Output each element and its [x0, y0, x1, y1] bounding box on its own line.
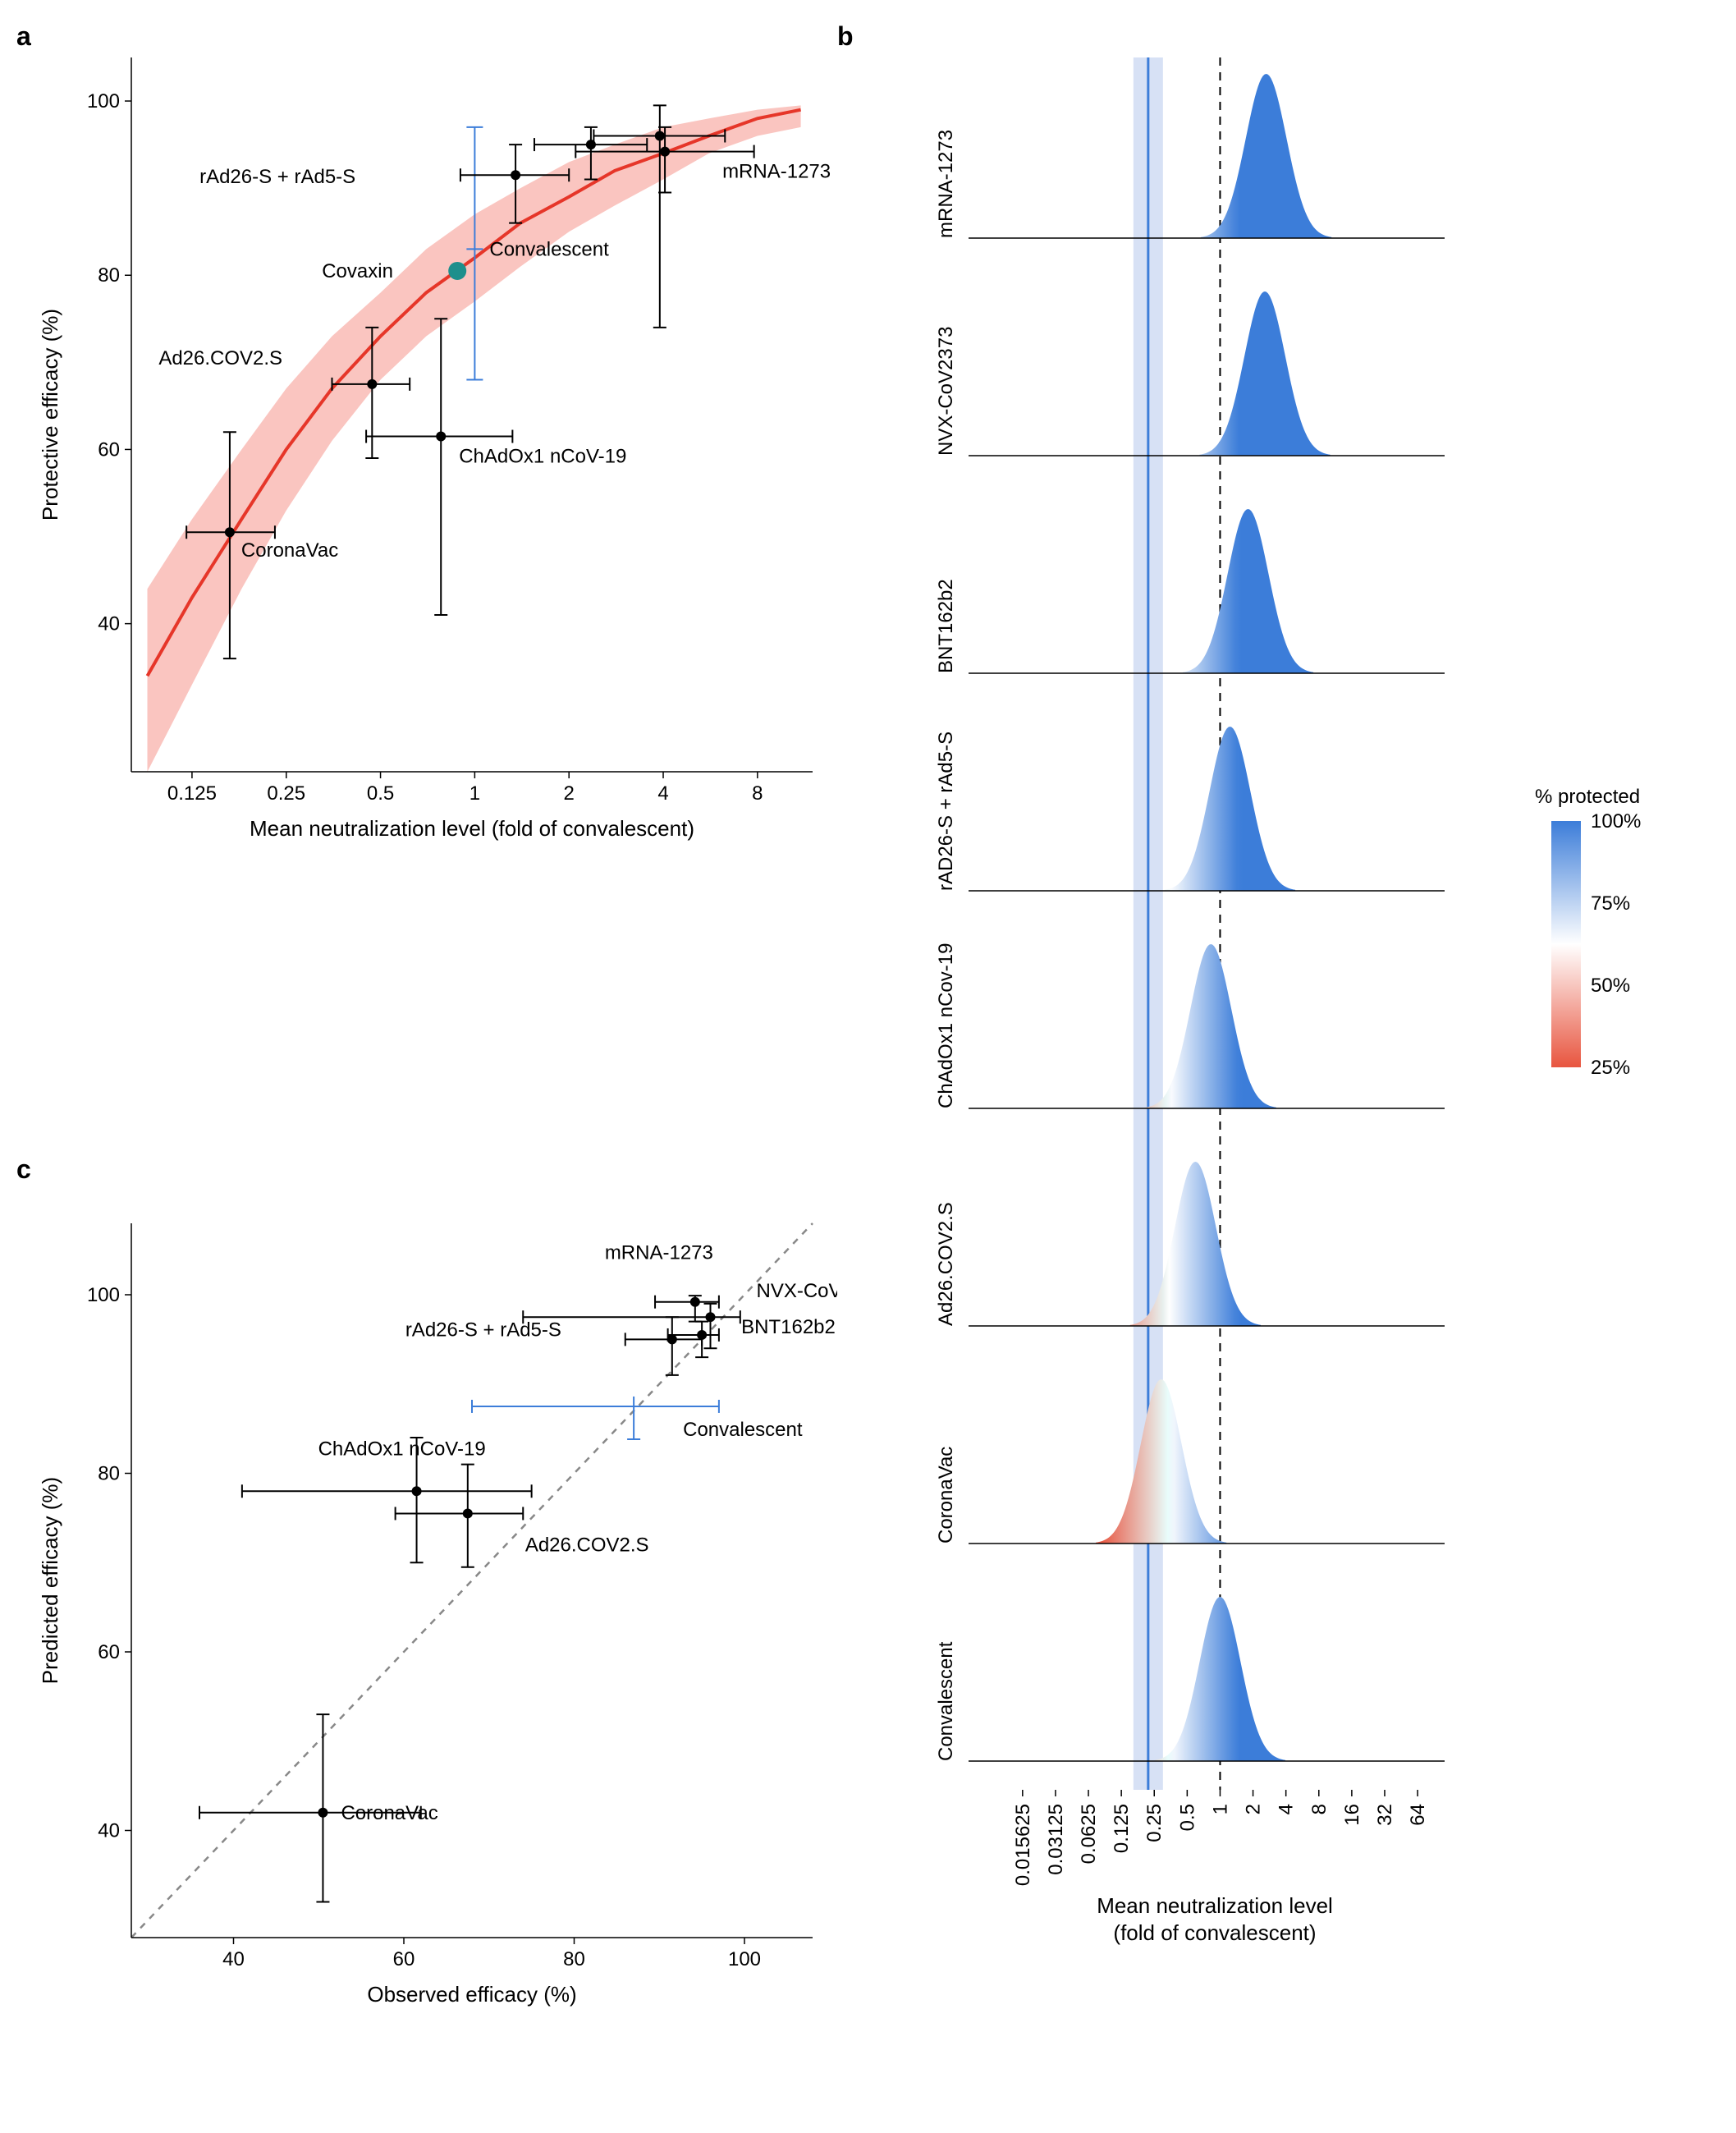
x-tick: 0.125	[1111, 1804, 1133, 1853]
x-tick: 16	[1341, 1804, 1363, 1826]
point-label: CoronaVac	[241, 539, 338, 562]
x-tick: 0.25	[1143, 1804, 1166, 1842]
panel-c-svg: c Convalescent CoronaVac ChAdOx1 nCoV-19 Ad2…	[16, 1149, 837, 2011]
panel-b-svg: b mRNA-1273 NVX-CoV2373 BNT162b2 rAD26-S + r…	[837, 16, 1736, 2118]
y-axis-title: Predicted efficacy (%)	[38, 1477, 62, 1684]
x-tick: 1	[469, 782, 480, 805]
convalescent-label: Convalescent	[683, 1419, 803, 1441]
point-label: rAd26-S + rAd5-S	[199, 166, 355, 188]
y-tick: 40	[98, 1820, 120, 1842]
point-label: BNT162b2	[741, 1316, 836, 1338]
point-label: ChAdOx1 nCoV-19	[318, 1438, 486, 1460]
datapoint: mRNA-1273	[605, 1242, 719, 1322]
distribution	[1183, 509, 1313, 673]
datapoint: rAd26-S + rAd5-S	[405, 1317, 702, 1375]
row-label: CoronaVac	[935, 1447, 957, 1544]
distribution	[1165, 727, 1295, 891]
x-tick: 0.5	[1176, 1804, 1198, 1831]
y-axis-title: Protective efficacy (%)	[38, 309, 62, 521]
y-tick: 80	[98, 264, 120, 287]
x-tick: 0.5	[367, 782, 394, 805]
legend-bar	[1551, 821, 1581, 1067]
x-tick: 40	[222, 1948, 245, 1970]
row-label: BNT162b2	[935, 579, 957, 673]
y-tick: 80	[98, 1463, 120, 1485]
x-tick: 4	[1276, 1804, 1298, 1814]
legend-stop: 50%	[1591, 975, 1630, 997]
panel-b-letter: b	[837, 21, 854, 51]
distribution	[1096, 1379, 1226, 1544]
point-label: Ad26.COV2.S	[158, 347, 282, 369]
point-label: NVX-CoV2373	[757, 1280, 838, 1302]
x-axis-title-2: (fold of convalescent)	[1113, 1920, 1316, 1945]
distribution	[1146, 944, 1276, 1108]
x-axis-title: Mean neutralization level (fold of conva…	[250, 816, 694, 841]
convalescent-label: Convalescent	[489, 238, 609, 260]
datapoint: ChAdOx1 nCoV-19	[242, 1438, 532, 1562]
y-tick: 40	[98, 613, 120, 635]
datapoint: CoronaVac	[199, 1714, 438, 1901]
x-tick: 2	[1243, 1804, 1265, 1814]
datapoint: ChAdOx1 nCoV-19	[366, 319, 626, 615]
point-label: Ad26.COV2.S	[525, 1534, 649, 1556]
panel-a-letter: a	[16, 21, 31, 51]
x-tick: 4	[657, 782, 668, 805]
x-tick: 0.0625	[1078, 1804, 1100, 1864]
x-tick: 80	[563, 1948, 585, 1970]
covaxin-label: Covaxin	[322, 260, 393, 282]
x-tick: 8	[1308, 1804, 1331, 1814]
distribution	[1155, 1597, 1285, 1761]
legend-stop: 25%	[1591, 1057, 1630, 1079]
x-tick: 60	[393, 1948, 415, 1970]
row-label: mRNA-1273	[935, 130, 957, 238]
x-axis-title-1: Mean neutralization level	[1097, 1893, 1333, 1918]
x-tick: 100	[728, 1948, 761, 1970]
panel-a-svg: a Convalescent Covaxin CoronaVac Ad26.COV2.S…	[16, 16, 837, 878]
y-tick: 100	[87, 90, 120, 112]
x-tick: 64	[1407, 1804, 1429, 1826]
y-tick: 100	[87, 1284, 120, 1306]
x-tick: 0.03125	[1045, 1804, 1067, 1875]
x-tick: 2	[564, 782, 575, 805]
x-tick: 0.125	[167, 782, 217, 805]
x-tick: 8	[752, 782, 763, 805]
row-label: Convalescent	[935, 1641, 957, 1761]
panel-c-letter: c	[16, 1154, 31, 1184]
row-label: ChAdOx1 nCov-19	[935, 943, 957, 1108]
point-label: mRNA-1273	[605, 1242, 713, 1264]
x-tick: 0.015625	[1012, 1804, 1034, 1886]
x-tick: 32	[1374, 1804, 1396, 1826]
x-tick: 0.25	[267, 782, 305, 805]
legend-stop: 75%	[1591, 892, 1630, 915]
y-tick: 60	[98, 1641, 120, 1663]
point-label: mRNA-1273	[722, 161, 831, 183]
y-tick: 60	[98, 438, 120, 461]
legend-title: % protected	[1535, 786, 1640, 808]
row-label: rAD26-S + rAd5-S	[935, 732, 957, 891]
covaxin-point	[448, 262, 466, 280]
x-tick: 1	[1209, 1804, 1231, 1814]
point-label: CoronaVac	[341, 1802, 437, 1824]
datapoint: Ad26.COV2.S	[396, 1465, 649, 1567]
x-axis-title: Observed efficacy (%)	[367, 1982, 576, 2007]
point-label: ChAdOx1 nCoV-19	[459, 446, 626, 468]
distribution	[1199, 291, 1330, 456]
row-label: Ad26.COV2.S	[935, 1202, 957, 1326]
point-label: rAd26-S + rAd5-S	[405, 1319, 561, 1341]
legend-stop: 100%	[1591, 810, 1641, 833]
row-label: NVX-CoV2373	[935, 327, 957, 456]
